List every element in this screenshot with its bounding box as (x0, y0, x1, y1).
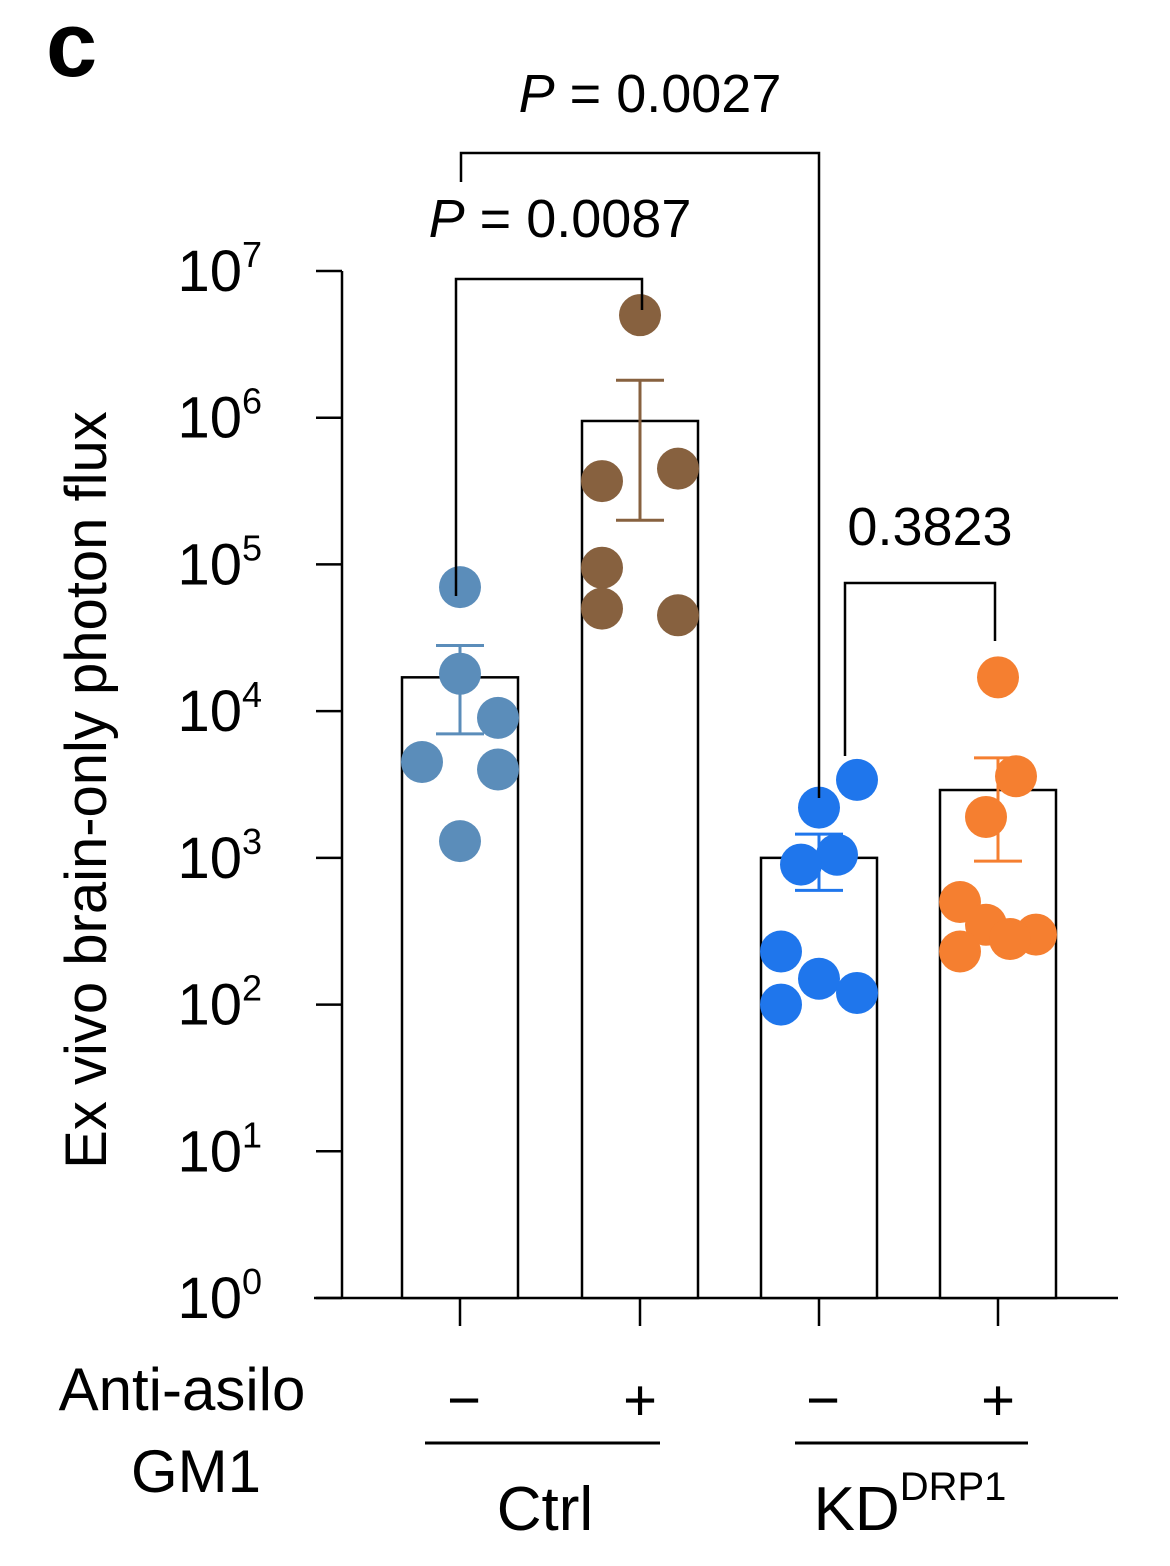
bar-2 (759, 856, 879, 1300)
point-3-6 (989, 917, 1031, 960)
point-1-2 (581, 460, 623, 503)
panel-label: c (46, 0, 97, 96)
comparison-bracket-2 (843, 581, 997, 756)
group-label-1: KDDRP1 (814, 1465, 1007, 1544)
treatment-sign-2: − (806, 1368, 840, 1433)
treatment-sign-1: + (623, 1368, 657, 1433)
point-2-2 (816, 833, 858, 876)
y-tick-label-5: 105 (177, 527, 262, 597)
axes: 100 101 102 103 104 105 106 107 (177, 234, 1118, 1331)
y-axis-label: Ex vivo brain-only photon flux (54, 411, 119, 1169)
point-1-3 (581, 546, 623, 589)
point-1-4 (581, 587, 623, 630)
point-0-3 (401, 741, 443, 784)
point-1-5 (657, 594, 699, 637)
point-0-4 (477, 748, 519, 791)
y-tick-label-6: 106 (177, 381, 262, 451)
point-2-6 (836, 971, 878, 1014)
point-2-5 (798, 957, 840, 1000)
y-tick-label-0: 100 (177, 1261, 262, 1331)
y-tick-label-7: 107 (177, 234, 262, 304)
y-tick-label-1: 101 (177, 1114, 262, 1184)
point-0-5 (439, 820, 481, 863)
comparison-bracket-1 (459, 151, 821, 798)
point-2-7 (760, 983, 802, 1026)
row-label-line2: GM1 (131, 1438, 261, 1505)
comparison-bracket-0 (454, 277, 644, 596)
point-3-7 (939, 930, 981, 973)
point-0-2 (477, 696, 519, 739)
point-2-4 (760, 930, 802, 973)
comparison-label-2: 0.3823 (847, 497, 1012, 557)
x-labels: − + − + Ctrl KDDRP1 (425, 1368, 1028, 1544)
error-bars (436, 378, 1022, 892)
group-label-0: Ctrl (497, 1475, 593, 1544)
treatment-sign-3: + (981, 1368, 1015, 1433)
point-3-1 (995, 755, 1037, 798)
comparison-brackets: P = 0.0087 P = 0.0027 0.3823 (429, 64, 1013, 798)
y-tick-label-2: 102 (177, 968, 262, 1038)
y-tick-label-3: 103 (177, 821, 262, 891)
point-2-3 (780, 843, 822, 886)
point-1-1 (657, 447, 699, 490)
row-label-line1: Anti-asilo (59, 1356, 306, 1423)
data-points (401, 294, 1057, 1026)
point-2-1 (798, 786, 840, 829)
y-tick-label-4: 104 (177, 674, 262, 744)
point-0-0 (439, 566, 481, 609)
point-3-2 (965, 795, 1007, 838)
treatment-sign-0: − (447, 1368, 481, 1433)
comparison-label-1: P = 0.0027 (519, 64, 782, 124)
point-3-0 (977, 656, 1019, 699)
bar-3 (938, 788, 1058, 1300)
point-2-0 (836, 758, 878, 801)
point-1-0 (619, 294, 661, 337)
comparison-label-0: P = 0.0087 (429, 189, 692, 249)
